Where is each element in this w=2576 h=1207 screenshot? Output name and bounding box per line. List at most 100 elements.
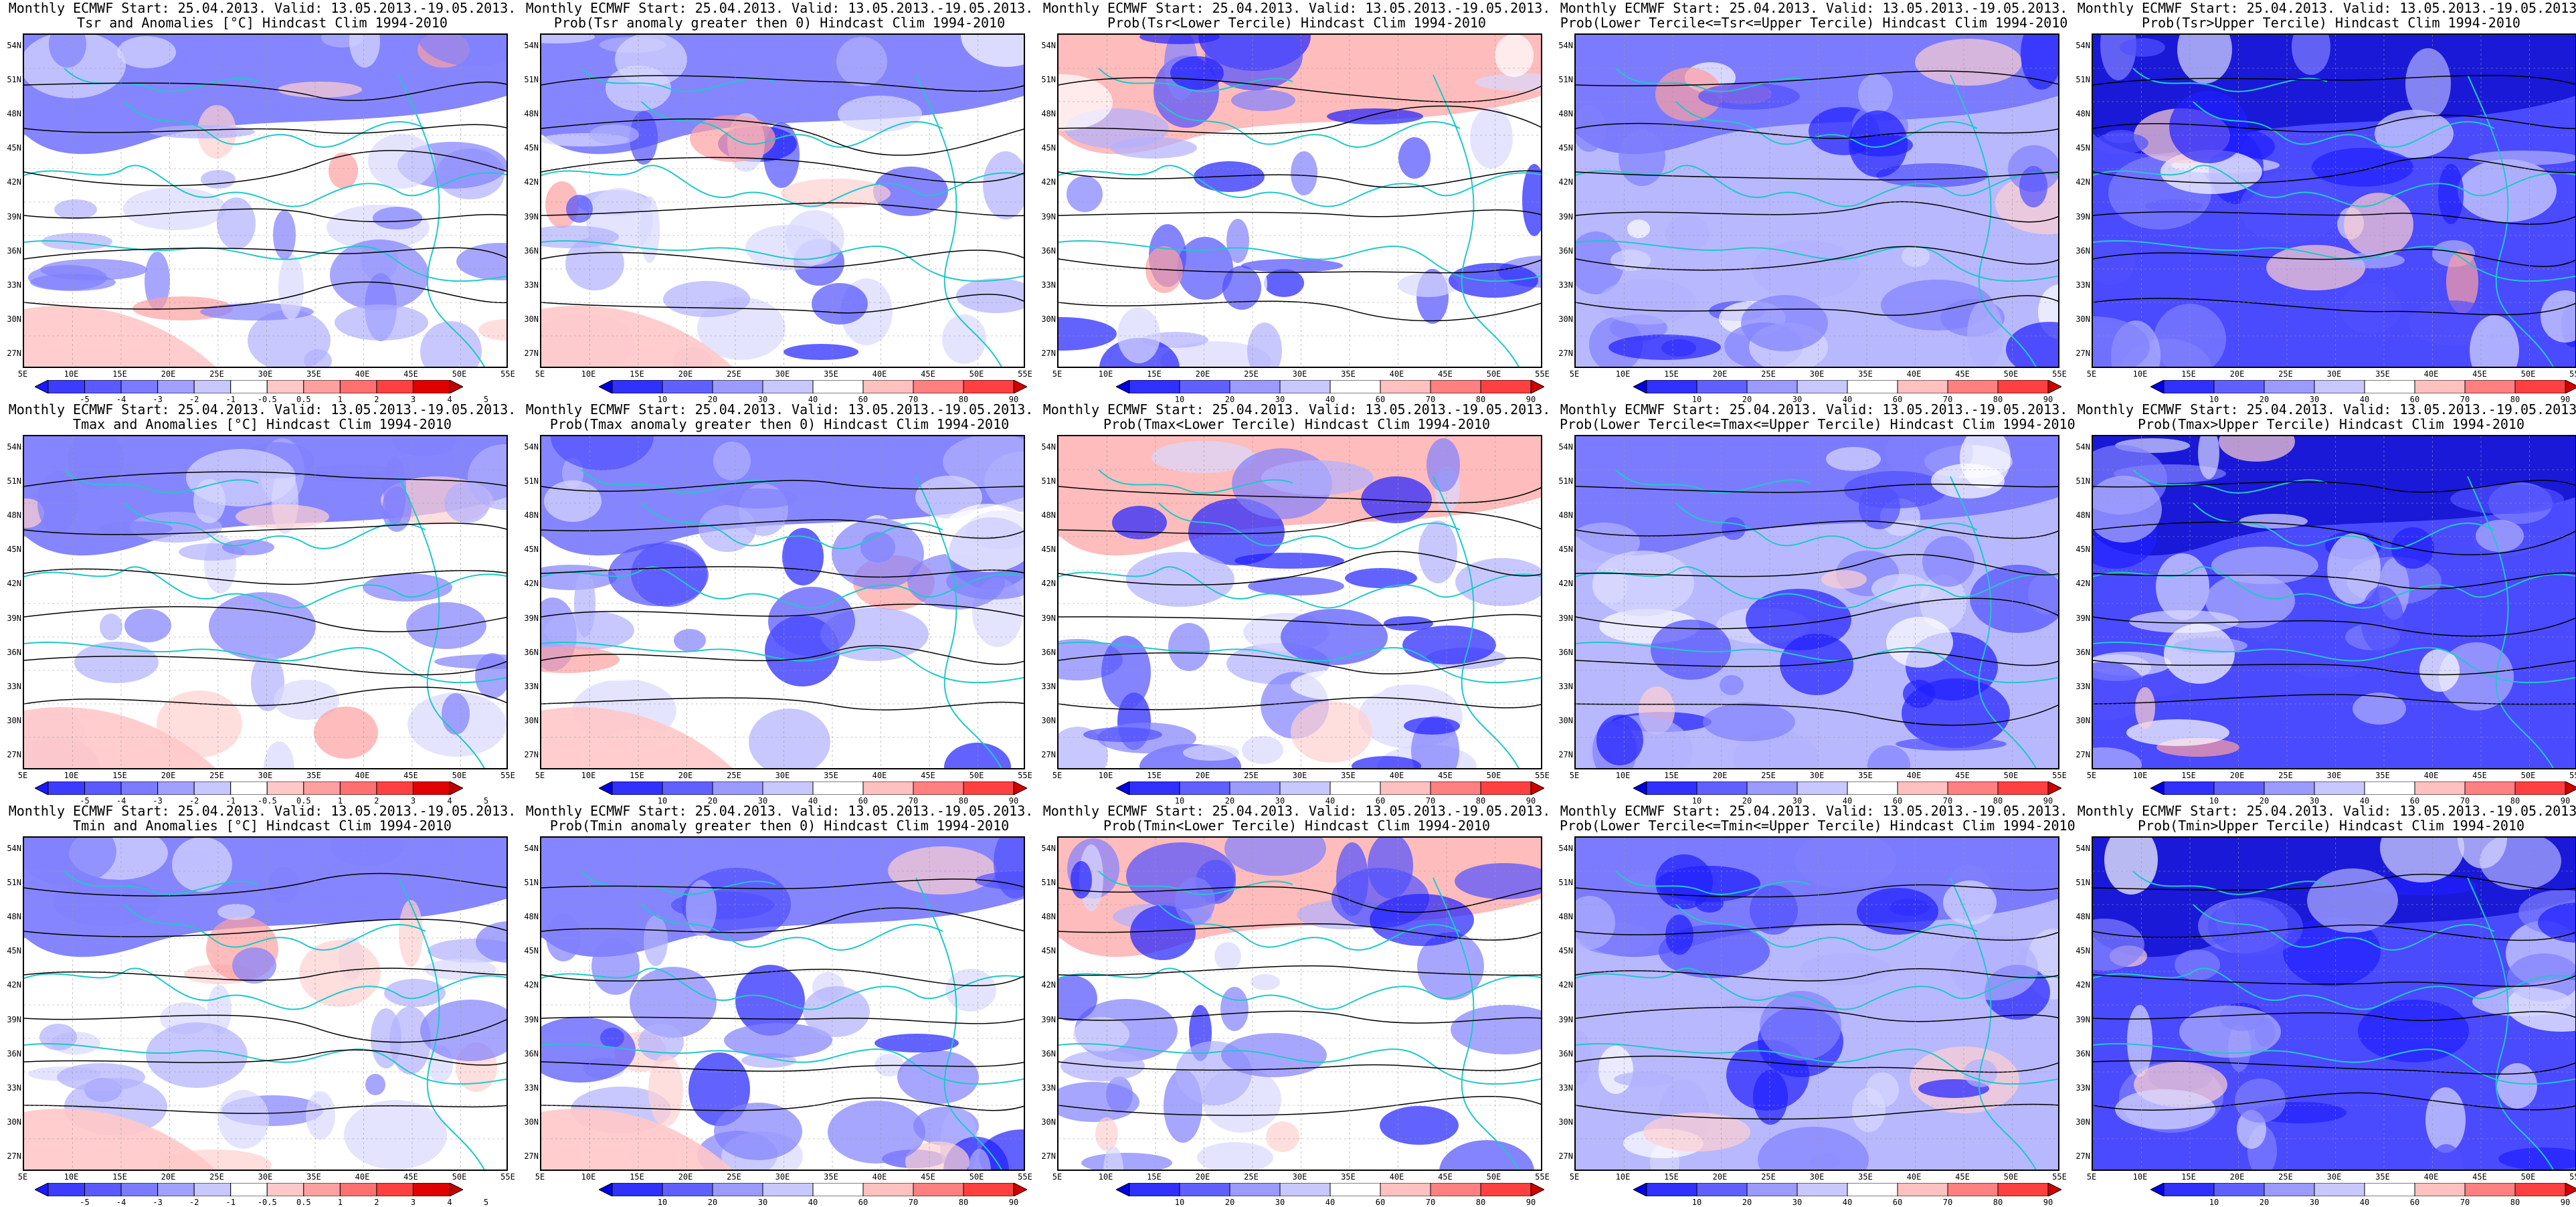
latitude-label: 36N xyxy=(2076,647,2090,657)
colorbar-swatch xyxy=(2364,380,2415,393)
latitude-label: 42N xyxy=(2076,980,2090,990)
colorbar-swatch xyxy=(339,1183,377,1196)
shaded-region xyxy=(1915,39,2022,86)
shaded-region xyxy=(54,199,97,219)
colorbar-min-arrow xyxy=(599,781,613,795)
shaded-region xyxy=(566,195,593,223)
shaded-region xyxy=(53,879,160,926)
shaded-region xyxy=(1291,670,1387,701)
shaded-region xyxy=(1470,107,1513,169)
longitude-label: 15E xyxy=(630,771,644,780)
colorbar-tick-label: 90 xyxy=(1008,395,1019,404)
latitude-label: 36N xyxy=(7,647,21,657)
colorbar-swatch xyxy=(1947,380,1999,393)
isotherm-contour xyxy=(1059,1061,1541,1071)
latitude-label: 54N xyxy=(524,844,539,853)
panel-title-line2: Tsr and Anomalies [°C] Hindcast Clim 199… xyxy=(77,15,448,31)
colorbar-swatch xyxy=(2464,380,2516,393)
colorbar-tick-label: -3 xyxy=(153,796,163,806)
colorbar-tick-label: 20 xyxy=(707,395,718,404)
forecast-map xyxy=(540,836,1025,1171)
colorbar-tick-label: 10 xyxy=(657,796,668,806)
longitude-label: 10E xyxy=(1098,771,1113,780)
shaded-region xyxy=(368,134,435,189)
colorbar-swatch xyxy=(1797,1183,1848,1196)
south-warm-region xyxy=(24,305,215,367)
shaded-region xyxy=(942,314,986,364)
latitude-label: 51N xyxy=(2076,75,2090,85)
longitude-label: 50E xyxy=(969,1172,984,1182)
isotherm-contour xyxy=(1576,295,2058,316)
colorbar-swatch xyxy=(2514,380,2566,393)
colorbar-swatch xyxy=(2464,1183,2516,1196)
shaded-region xyxy=(1345,568,1417,588)
shaded-region xyxy=(306,1091,335,1139)
longitude-label: 15E xyxy=(630,369,644,379)
latitude-label: 48N xyxy=(1558,510,1573,521)
longitude-label: 40E xyxy=(872,771,887,780)
isotherm-contour xyxy=(24,1049,507,1066)
shaded-region xyxy=(1266,1121,1299,1152)
shaded-region xyxy=(1247,322,1282,367)
shaded-region xyxy=(2115,1089,2215,1129)
colorbar-min-arrow xyxy=(35,1183,49,1196)
colorbar-max-arrow xyxy=(2565,1183,2576,1196)
coastline xyxy=(1950,74,2037,367)
colorbar-swatch xyxy=(1380,781,1431,795)
latitude-label: 54N xyxy=(1558,844,1573,853)
colorbar-swatch xyxy=(712,380,763,393)
colorbar-tick-label: 70 xyxy=(2460,796,2470,806)
colorbar-tick-label: 60 xyxy=(1375,395,1386,404)
latitude-label: 30N xyxy=(524,314,539,324)
forecast-panel: Monthly ECMWF Start: 25.04.2013. Valid: … xyxy=(7,0,517,404)
panel-title-line1: Monthly ECMWF Start: 25.04.2013. Valid: … xyxy=(8,0,517,16)
coastline xyxy=(1576,240,2058,282)
latitude-label: 54N xyxy=(1041,41,1056,50)
shaded-region xyxy=(331,838,403,866)
shaded-region xyxy=(2266,245,2365,290)
colorbar-tick-label: 80 xyxy=(1475,796,1486,806)
latitude-label: 51N xyxy=(1041,476,1056,486)
shaded-region xyxy=(888,846,996,895)
colorbar-tick-label: -5 xyxy=(80,395,90,404)
isotherm-contour xyxy=(2093,1011,2575,1022)
colorbar xyxy=(1116,380,1544,395)
colorbar-tick-label: 80 xyxy=(2510,1198,2520,1207)
latitude-label: 39N xyxy=(524,211,539,221)
longitude-label: 20E xyxy=(2229,771,2245,780)
colorbar-swatch xyxy=(266,781,304,795)
isotherm-contour xyxy=(2093,521,2575,555)
shaded-region xyxy=(207,985,232,1034)
longitude-label: 5E xyxy=(17,771,28,780)
colorbar xyxy=(599,1183,1027,1198)
colorbar-swatch xyxy=(1229,1183,1281,1196)
colorbar-swatch xyxy=(2163,781,2215,795)
isotherm-contour xyxy=(1576,520,2058,539)
colorbar-swatch xyxy=(1696,1183,1748,1196)
shaded-region xyxy=(2093,238,2136,285)
colorbar xyxy=(2150,1183,2576,1198)
longitude-label: 30E xyxy=(2326,771,2342,780)
shaded-region xyxy=(1627,219,1650,238)
shaded-region xyxy=(1619,130,1665,186)
longitude-label: 35E xyxy=(824,369,838,379)
longitude-label: 5E xyxy=(1569,1172,1580,1182)
shaded-region xyxy=(28,265,107,290)
coastline xyxy=(64,68,259,92)
latitude-label: 45N xyxy=(2076,143,2090,153)
longitude-label: 45E xyxy=(1955,1172,1970,1182)
longitude-label: 30E xyxy=(775,771,790,780)
colorbar-tick-label: 60 xyxy=(2409,395,2420,404)
isotherm-contour xyxy=(2093,74,2575,86)
isotherm-contour xyxy=(541,480,1024,492)
panel-title-line2: Tmin and Anomalies [°C] Hindcast Clim 19… xyxy=(73,818,452,834)
latitude-label: 48N xyxy=(1041,510,1056,521)
colorbar-swatch xyxy=(1847,380,1898,393)
shaded-region xyxy=(699,505,756,552)
longitude-label: 25E xyxy=(727,369,741,379)
colorbar-tick-label: -1 xyxy=(225,1198,236,1207)
isotherm-contour xyxy=(1576,201,2058,223)
coastline xyxy=(2093,240,2575,282)
colorbar-tick-label: 70 xyxy=(1942,796,1953,806)
colorbar-swatch xyxy=(1480,1183,1532,1196)
